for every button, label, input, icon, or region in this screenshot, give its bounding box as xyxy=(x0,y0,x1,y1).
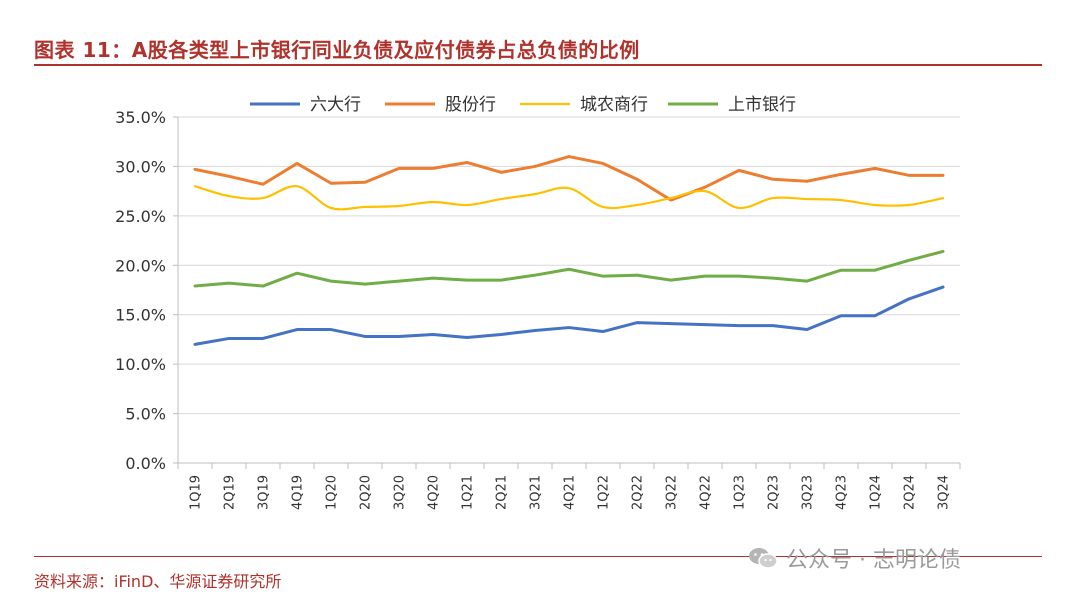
legend-label-1: 六大行 xyxy=(310,95,361,115)
y-tick-label: 30.0% xyxy=(115,157,166,176)
x-tick-label: 3Q21 xyxy=(529,475,544,510)
series-line-2 xyxy=(193,155,945,202)
x-tick-label: 2Q21 xyxy=(495,475,510,510)
watermark-text: 公众号 · 志明论债 xyxy=(786,548,961,573)
x-tick-label: 2Q19 xyxy=(223,475,238,510)
watermark: 公众号 · 志明论债 xyxy=(748,542,961,574)
legend-label-3: 城农商行 xyxy=(580,95,648,115)
x-tick-label: 4Q20 xyxy=(427,475,442,510)
title-rule xyxy=(34,64,1042,66)
x-tick-label: 4Q19 xyxy=(291,475,306,510)
x-tick-label: 1Q23 xyxy=(733,475,748,510)
y-tick-label: 10.0% xyxy=(115,355,166,374)
y-tick-label: 5.0% xyxy=(125,405,166,424)
x-tick-label: 1Q24 xyxy=(869,475,884,510)
x-tick-label: 2Q23 xyxy=(767,475,782,510)
x-tick-label: 1Q21 xyxy=(461,475,476,510)
x-tick-label: 2Q24 xyxy=(903,475,918,510)
y-tick-label: 20.0% xyxy=(115,256,166,275)
y-tick-label: 0.0% xyxy=(125,454,166,473)
legend-label-4: 上市银行 xyxy=(728,95,796,115)
x-tick-label: 1Q20 xyxy=(325,475,340,510)
x-tick-label: 3Q23 xyxy=(801,475,816,510)
x-tick-label: 3Q19 xyxy=(257,475,272,510)
x-tick-label: 3Q22 xyxy=(665,475,680,510)
x-tick-label: 1Q19 xyxy=(189,475,204,510)
series-line-3 xyxy=(193,185,945,211)
y-tick-label: 35.0% xyxy=(115,108,166,127)
x-tick-label: 4Q22 xyxy=(699,475,714,510)
wechat-icon xyxy=(749,548,778,569)
x-tick-label: 4Q21 xyxy=(563,475,578,510)
series-line-1 xyxy=(193,285,945,346)
x-tick-label: 1Q22 xyxy=(597,475,612,510)
y-tick-label: 25.0% xyxy=(115,207,166,226)
x-tick-label: 3Q24 xyxy=(937,475,952,510)
x-tick-label: 2Q22 xyxy=(631,475,646,510)
x-tick-label: 3Q20 xyxy=(393,475,408,510)
legend-label-2: 股份行 xyxy=(445,95,496,115)
y-tick-label: 15.0% xyxy=(115,306,166,325)
series-line-4 xyxy=(193,249,945,288)
x-tick-label: 4Q23 xyxy=(835,475,850,510)
chart-title: 图表 11：A股各类型上市银行同业负债及应付债券占总负债的比例 xyxy=(34,38,640,62)
footer-rule xyxy=(34,556,1042,557)
x-tick-label: 2Q20 xyxy=(359,475,374,510)
source-note: 资料来源：iFinD、华源证券研究所 xyxy=(34,572,282,591)
